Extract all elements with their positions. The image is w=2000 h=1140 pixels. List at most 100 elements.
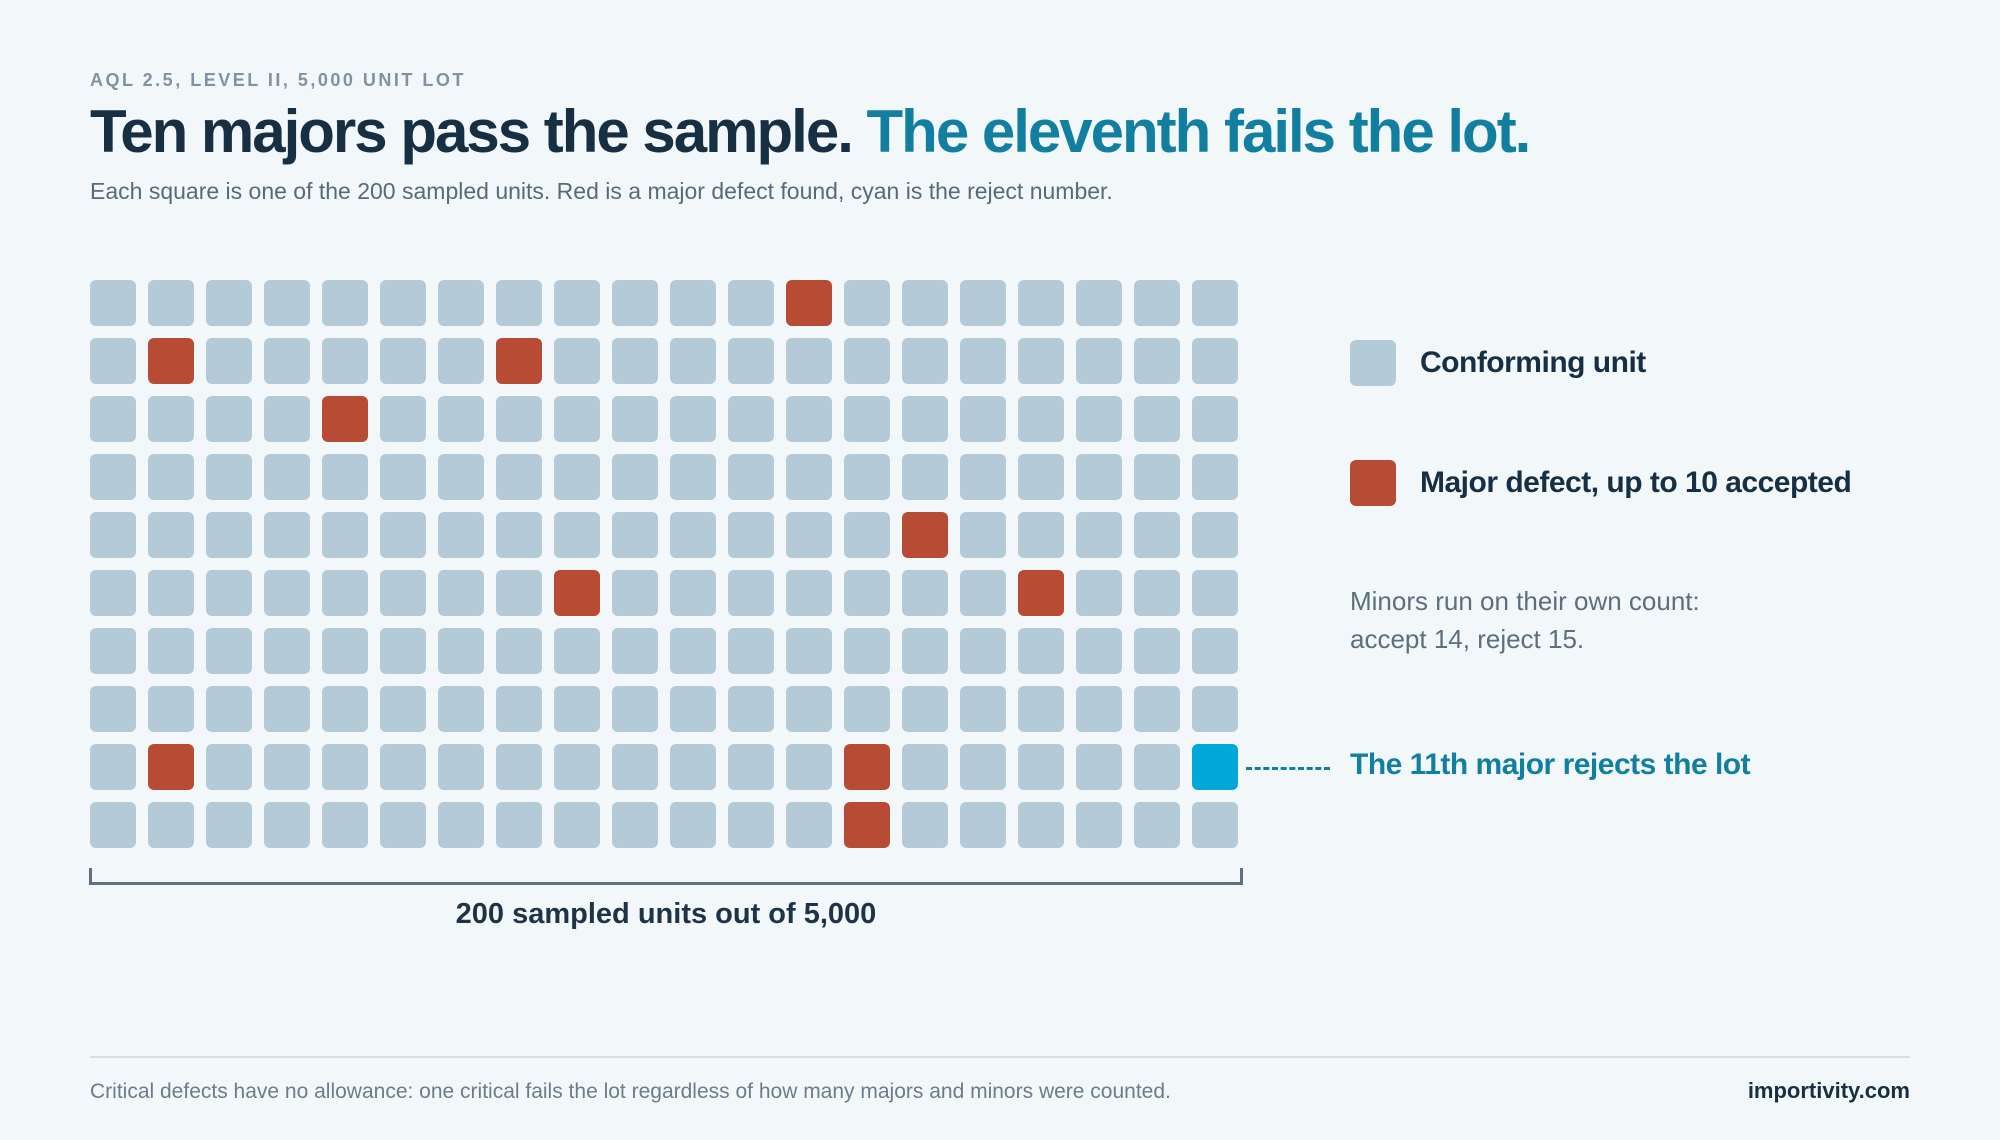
- unit-cell: [206, 396, 252, 442]
- unit-cell: [670, 280, 716, 326]
- unit-cell: [206, 686, 252, 732]
- unit-cell: [728, 396, 774, 442]
- footnote: Critical defects have no allowance: one …: [90, 1080, 1171, 1103]
- unit-cell: [960, 396, 1006, 442]
- legend-conforming-swatch: [1350, 340, 1396, 386]
- unit-cell: [844, 570, 890, 616]
- unit-cell: [438, 686, 484, 732]
- unit-cell: [380, 802, 426, 848]
- unit-cell: [1134, 512, 1180, 558]
- unit-cell: [1018, 744, 1064, 790]
- unit-cell: [438, 802, 484, 848]
- unit-cell: [902, 280, 948, 326]
- unit-cell: [844, 686, 890, 732]
- sample-bracket: [89, 868, 1243, 885]
- headline: Ten majors pass the sample. The eleventh…: [90, 96, 1532, 168]
- unit-cell: [1192, 686, 1238, 732]
- unit-cell: [148, 570, 194, 616]
- unit-cell: [844, 396, 890, 442]
- unit-cell: [960, 570, 1006, 616]
- unit-cell: [786, 686, 832, 732]
- headline-accent: The eleventh fails the lot.: [866, 98, 1532, 165]
- unit-cell: [786, 396, 832, 442]
- unit-cell: [612, 686, 658, 732]
- unit-cell: [960, 802, 1006, 848]
- unit-cell: [322, 570, 368, 616]
- unit-cell: [960, 512, 1006, 558]
- unit-cell: [670, 628, 716, 674]
- major-defect-cell: [844, 744, 890, 790]
- unit-cell: [670, 570, 716, 616]
- major-defect-cell: [1018, 570, 1064, 616]
- unit-cell: [206, 338, 252, 384]
- unit-cell: [728, 802, 774, 848]
- unit-cell: [612, 628, 658, 674]
- brand-logo: importivity.com: [1747, 1078, 1910, 1103]
- major-defect-cell: [148, 744, 194, 790]
- unit-cell: [496, 686, 542, 732]
- unit-cell: [438, 570, 484, 616]
- unit-cell: [206, 454, 252, 500]
- reject-unit-cell: [1192, 744, 1238, 790]
- unit-cell: [148, 686, 194, 732]
- unit-cell: [1076, 744, 1122, 790]
- unit-cell: [438, 280, 484, 326]
- reject-connector-line: [1246, 767, 1330, 770]
- unit-cell: [1192, 280, 1238, 326]
- unit-cell: [1076, 280, 1122, 326]
- unit-cell: [728, 280, 774, 326]
- unit-cell: [496, 454, 542, 500]
- unit-cell: [844, 454, 890, 500]
- unit-cell: [438, 338, 484, 384]
- unit-cell: [322, 686, 368, 732]
- unit-cell: [1192, 454, 1238, 500]
- unit-cell: [728, 628, 774, 674]
- unit-cell: [438, 512, 484, 558]
- unit-cell: [264, 570, 310, 616]
- unit-cell: [264, 512, 310, 558]
- unit-cell: [496, 744, 542, 790]
- unit-cell: [960, 744, 1006, 790]
- unit-cell: [438, 628, 484, 674]
- unit-cell: [322, 802, 368, 848]
- unit-cell: [90, 802, 136, 848]
- sample-unit-grid: [90, 280, 1238, 848]
- legend-major-label: Major defect, up to 10 accepted: [1420, 466, 1852, 499]
- unit-cell: [554, 512, 600, 558]
- unit-cell: [206, 802, 252, 848]
- unit-cell: [90, 628, 136, 674]
- unit-cell: [380, 628, 426, 674]
- unit-cell: [1018, 280, 1064, 326]
- unit-cell: [670, 338, 716, 384]
- unit-cell: [1134, 338, 1180, 384]
- unit-cell: [670, 396, 716, 442]
- unit-cell: [1018, 396, 1064, 442]
- reject-label: The 11th major rejects the lot: [1350, 748, 1751, 781]
- unit-cell: [264, 280, 310, 326]
- unit-cell: [1192, 396, 1238, 442]
- unit-cell: [1018, 454, 1064, 500]
- unit-cell: [1076, 570, 1122, 616]
- unit-cell: [554, 454, 600, 500]
- unit-cell: [1076, 628, 1122, 674]
- unit-cell: [496, 512, 542, 558]
- unit-cell: [496, 396, 542, 442]
- unit-cell: [612, 744, 658, 790]
- unit-cell: [1018, 628, 1064, 674]
- unit-cell: [960, 454, 1006, 500]
- legend-major-swatch: [1350, 460, 1396, 506]
- unit-cell: [1192, 338, 1238, 384]
- unit-cell: [902, 628, 948, 674]
- unit-cell: [728, 744, 774, 790]
- eyebrow: AQL 2.5, LEVEL II, 5,000 UNIT LOT: [90, 70, 466, 90]
- unit-cell: [786, 512, 832, 558]
- unit-cell: [1134, 686, 1180, 732]
- unit-cell: [322, 338, 368, 384]
- unit-cell: [322, 512, 368, 558]
- unit-cell: [322, 280, 368, 326]
- unit-cell: [612, 280, 658, 326]
- subtitle: Each square is one of the 200 sampled un…: [90, 178, 1113, 204]
- unit-cell: [1134, 628, 1180, 674]
- unit-cell: [380, 744, 426, 790]
- unit-cell: [728, 338, 774, 384]
